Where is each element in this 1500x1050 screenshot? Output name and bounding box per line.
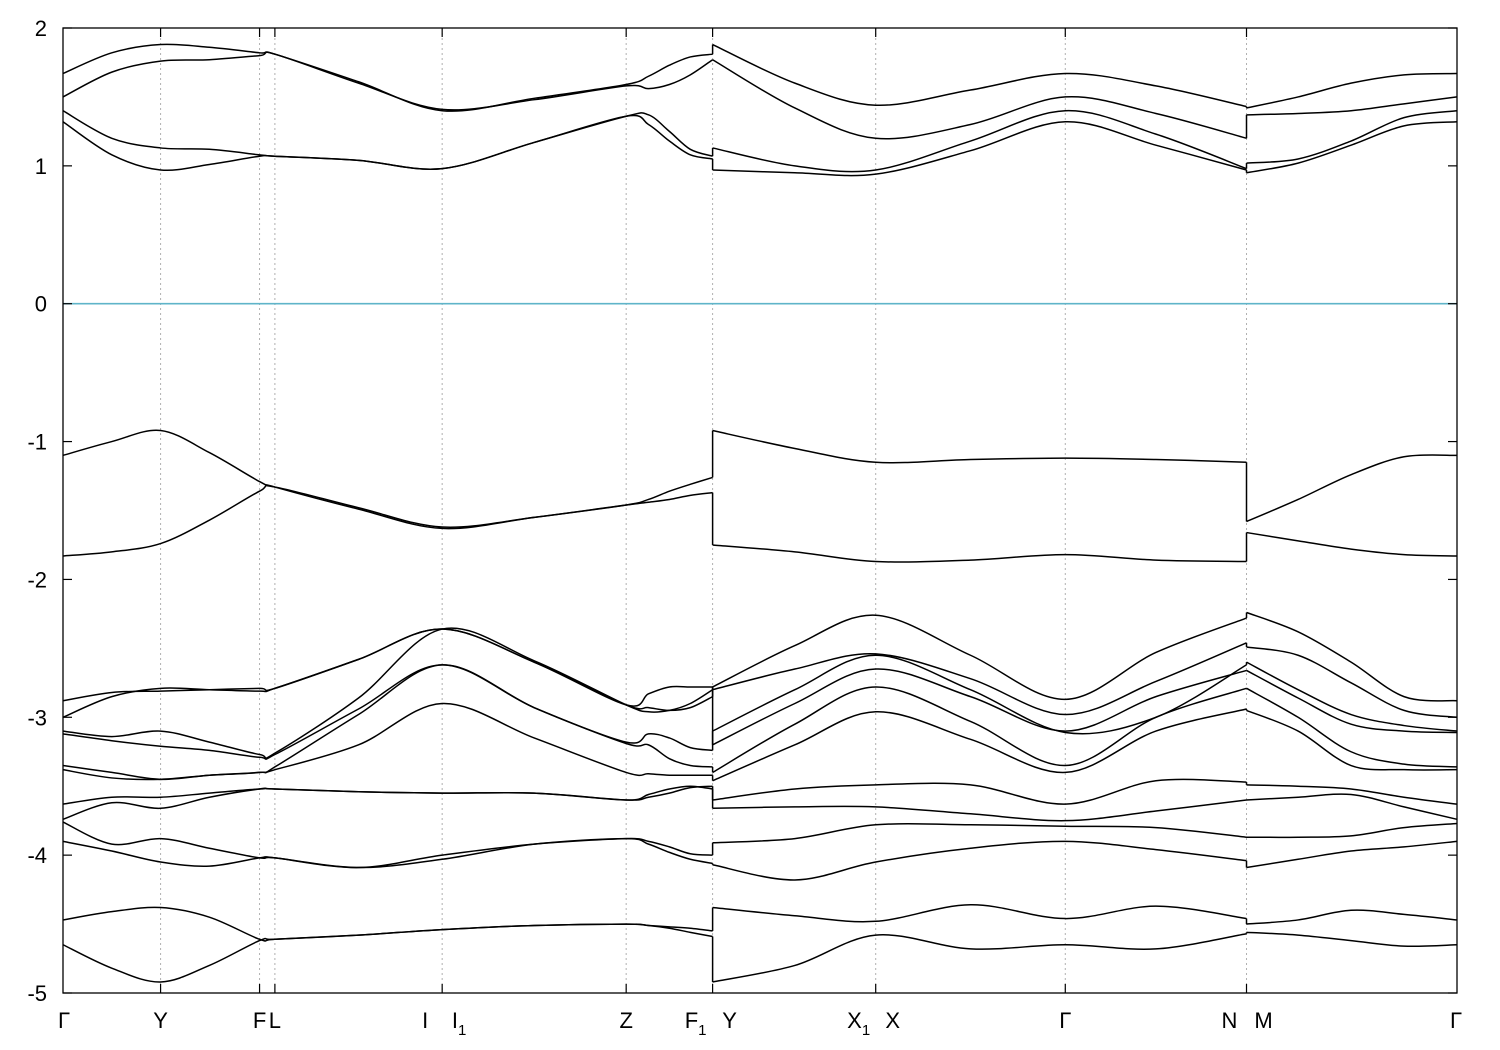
band-line-s0-b2 xyxy=(62,837,713,869)
grid-layer xyxy=(160,28,1248,993)
bands-layer xyxy=(62,43,1458,983)
band-line-s1-b10 xyxy=(712,642,1247,716)
band-line-s2-b9 xyxy=(1246,661,1458,732)
band-line-s2-b10 xyxy=(1246,646,1458,719)
x-tick-label-subscript-5: 1 xyxy=(458,1022,466,1039)
band-line-s2-b1 xyxy=(1246,909,1458,925)
band-line-s1-b17 xyxy=(712,43,1247,108)
band-line-s2-b13 xyxy=(1246,454,1458,523)
y-tick-label-1: 1 xyxy=(35,154,47,179)
band-line-s1-b12 xyxy=(712,544,1247,563)
band-line-s1-b15 xyxy=(712,109,1247,173)
band-line-s0-b7 xyxy=(62,664,713,781)
band-line-s0-b3 xyxy=(62,821,713,869)
band-line-s1-b3 xyxy=(712,823,1247,844)
band-line-s0-b12 xyxy=(62,484,713,557)
band-line-s1-b9 xyxy=(712,654,1247,735)
x-tick-label-2: F xyxy=(253,1008,266,1033)
band-line-s1-b16 xyxy=(712,59,1247,140)
x-tick-label-4: I xyxy=(422,1008,428,1033)
band-line-s0-b17 xyxy=(62,43,713,112)
tick-layer xyxy=(63,27,1457,994)
band-line-s2-b16 xyxy=(1246,96,1458,116)
x-tick-label-subscript-7: 1 xyxy=(698,1022,706,1039)
x-tick-label-12: N xyxy=(1222,1008,1238,1033)
x-tick-label-3: L xyxy=(269,1008,281,1033)
y-tick-label-4: -2 xyxy=(27,567,47,592)
band-line-s0-b15 xyxy=(62,110,713,170)
band-line-s1-b4 xyxy=(712,799,1247,822)
band-line-s0-b13 xyxy=(62,429,713,530)
band-line-s0-b8 xyxy=(62,627,713,759)
y-tick-label-6: -4 xyxy=(27,843,47,868)
x-tick-label-11: Γ xyxy=(1059,1008,1071,1033)
band-line-s2-b17 xyxy=(1246,72,1458,109)
x-tick-label-subscript-9: 1 xyxy=(862,1022,870,1039)
y-tick-label-5: -3 xyxy=(27,705,47,730)
x-tick-label-6: Z xyxy=(619,1008,632,1033)
band-line-s1-b11 xyxy=(712,614,1247,701)
band-line-s1-b8 xyxy=(712,668,1247,746)
band-line-s0-b11 xyxy=(62,628,713,712)
x-tick-labels: Γ Y F L I I1 Z F1 Y X1 X Γ N M Γ xyxy=(58,1008,1462,1039)
y-tick-label-3: -1 xyxy=(27,430,47,455)
x-tick-label-8: Y xyxy=(722,1008,737,1033)
x-tick-label-9: X1 xyxy=(847,1008,870,1039)
x-tick-label-0: Γ xyxy=(58,1008,70,1033)
band-line-s1-b13 xyxy=(712,429,1247,464)
x-tick-label-1: Y xyxy=(153,1008,168,1033)
x-tick-label-14: Γ xyxy=(1450,1008,1462,1033)
y-tick-label-0: 2 xyxy=(35,16,47,41)
x-tick-label-13: M xyxy=(1254,1008,1272,1033)
x-tick-label-5: I1 xyxy=(452,1008,466,1039)
band-line-s1-b5 xyxy=(712,778,1247,805)
x-tick-label-7: F1 xyxy=(685,1008,707,1039)
band-line-s1-b1 xyxy=(712,904,1247,923)
band-line-s2-b11 xyxy=(1246,611,1458,702)
band-line-s2-b15 xyxy=(1246,109,1458,164)
band-line-s1-b14 xyxy=(712,120,1247,177)
band-line-s0-b1 xyxy=(62,906,713,942)
band-line-s2-b7 xyxy=(1246,687,1458,768)
band-line-s1-b6 xyxy=(712,708,1247,782)
y-tick-label-7: -5 xyxy=(27,981,47,1006)
band-line-s0-b5 xyxy=(62,785,713,805)
band-line-s2-b4 xyxy=(1246,793,1458,821)
band-line-s2-b0 xyxy=(1246,931,1458,948)
band-line-s2-b12 xyxy=(1246,531,1458,557)
band-line-s2-b14 xyxy=(1246,120,1458,174)
plot-frame xyxy=(62,27,1458,994)
band-line-s1-b2 xyxy=(712,840,1247,881)
y-tick-label-2: 0 xyxy=(35,292,47,317)
y-tick-labels: 2 1 0 -1 -2 -3 -4 -5 xyxy=(27,16,47,1006)
band-line-s2-b5 xyxy=(1246,784,1458,805)
band-line-s0-b9 xyxy=(62,664,713,760)
band-line-s2-b2 xyxy=(1246,840,1458,869)
band-line-s2-b6 xyxy=(1246,709,1458,771)
band-line-s0-b16 xyxy=(62,51,714,111)
band-line-s1-b0 xyxy=(712,932,1247,983)
band-line-s2-b8 xyxy=(1246,669,1458,734)
x-tick-label-10: X xyxy=(885,1008,900,1033)
band-line-s2-b3 xyxy=(1246,822,1458,839)
